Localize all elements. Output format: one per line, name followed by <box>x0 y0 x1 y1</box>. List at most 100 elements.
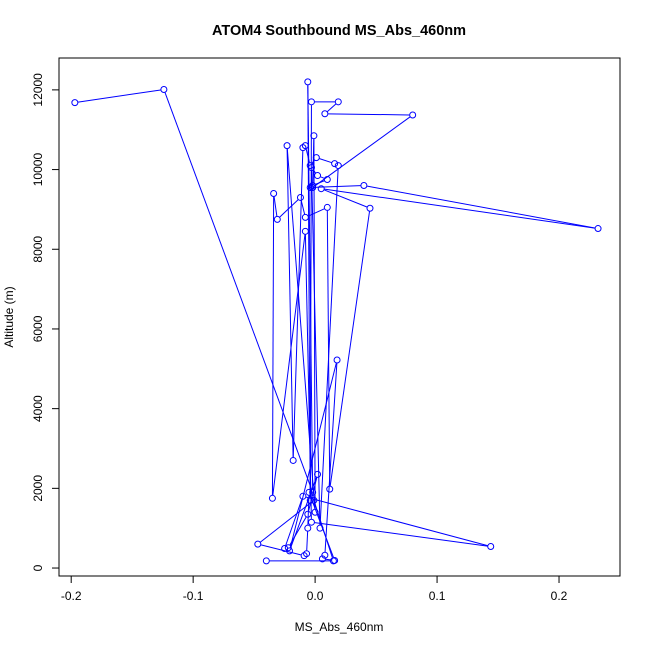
y-tick-label: 4000 <box>31 395 45 422</box>
y-axis: 0 2000 4000 6000 8000 10000 12000 <box>31 73 60 571</box>
data-point <box>312 154 320 162</box>
data-point <box>318 555 326 563</box>
data-point <box>316 524 324 532</box>
series-segment <box>272 234 306 496</box>
data-point <box>594 225 602 233</box>
series-segment <box>367 185 595 229</box>
data-point <box>307 518 315 526</box>
series-segment <box>309 105 312 497</box>
data-point <box>487 543 495 551</box>
data-point <box>333 356 341 364</box>
data-point <box>309 488 317 496</box>
data-point <box>254 540 262 548</box>
data-point <box>300 552 308 560</box>
series-segment <box>260 544 302 556</box>
data-point <box>360 182 368 190</box>
data-point <box>323 203 331 211</box>
data-point <box>71 99 79 107</box>
x-tick-label: 0.1 <box>429 589 446 603</box>
series-segment <box>306 531 309 551</box>
data-point <box>268 494 276 502</box>
data-point <box>306 496 314 504</box>
series-segment <box>300 200 306 215</box>
data-point <box>305 488 313 496</box>
series-segment <box>314 522 488 547</box>
series-segment <box>326 103 337 112</box>
series-segment <box>324 189 368 208</box>
series-segment <box>307 495 310 525</box>
data-point <box>262 557 270 565</box>
y-tick-label: 0 <box>31 564 45 571</box>
data-point <box>310 132 318 140</box>
data-point <box>323 176 331 184</box>
x-tick-label: 0.2 <box>551 589 568 603</box>
series-segment <box>324 363 338 553</box>
series-segment <box>308 208 325 217</box>
x-axis-label: MS_Abs_460nm <box>295 620 384 634</box>
series-segment <box>279 199 299 218</box>
data-point <box>301 227 309 235</box>
y-tick-label: 2000 <box>31 475 45 502</box>
data-point <box>309 184 317 191</box>
series-segment <box>271 196 275 496</box>
series-line <box>78 85 595 562</box>
data-point <box>409 111 417 119</box>
series-segment <box>326 210 331 486</box>
y-axis-label: Altitude (m) <box>2 286 16 347</box>
y-tick-label: 6000 <box>31 315 45 342</box>
y-tick-label: 8000 <box>31 236 45 263</box>
data-point <box>321 551 329 559</box>
series-segment <box>329 211 371 486</box>
series-segment <box>311 170 321 525</box>
series-segment <box>315 116 411 186</box>
data-point <box>283 142 291 150</box>
data-point <box>314 172 322 180</box>
plot-frame <box>58 57 621 577</box>
series-segment <box>78 89 161 103</box>
series-segment <box>313 185 361 188</box>
x-axis: -0.2 -0.1 0.0 0.1 0.2 <box>61 575 568 603</box>
series-segment <box>164 92 312 490</box>
x-tick-label: 0.0 <box>307 589 324 603</box>
data-point <box>326 485 334 493</box>
data-point <box>307 98 315 106</box>
data-point <box>270 189 278 197</box>
data-point <box>306 184 314 191</box>
data-point <box>289 456 297 464</box>
data-point <box>331 160 339 168</box>
series-segment <box>328 113 410 116</box>
data-point <box>366 204 374 212</box>
data-point <box>304 78 312 86</box>
data-point <box>304 510 312 518</box>
data-point <box>304 524 312 532</box>
data-point <box>273 215 281 223</box>
series-segment <box>315 180 325 185</box>
series-segment <box>308 477 318 512</box>
series-segment <box>273 196 278 217</box>
series-segment <box>285 499 303 546</box>
series-points <box>71 78 602 565</box>
series-segment <box>304 234 312 519</box>
data-point <box>321 110 329 118</box>
series-segment <box>305 496 488 547</box>
series-segment <box>313 169 316 174</box>
data-point <box>301 142 309 150</box>
data-point <box>307 164 315 172</box>
y-tick-label: 12000 <box>31 73 45 107</box>
data-point <box>310 496 318 504</box>
series-segment <box>260 501 312 543</box>
data-point <box>314 470 322 478</box>
series-segment <box>289 363 337 548</box>
series-segment <box>286 148 294 458</box>
x-tick-label: -0.1 <box>183 589 204 603</box>
chart-title: ATOM4 Southbound MS_Abs_460nm <box>212 23 466 39</box>
y-tick-label: 10000 <box>31 153 45 187</box>
data-point <box>286 547 293 555</box>
data-point <box>296 193 304 201</box>
data-point <box>334 98 342 106</box>
series-segment <box>320 176 325 179</box>
data-point <box>301 213 309 221</box>
series-segment <box>324 188 595 229</box>
series-segment <box>319 158 332 164</box>
